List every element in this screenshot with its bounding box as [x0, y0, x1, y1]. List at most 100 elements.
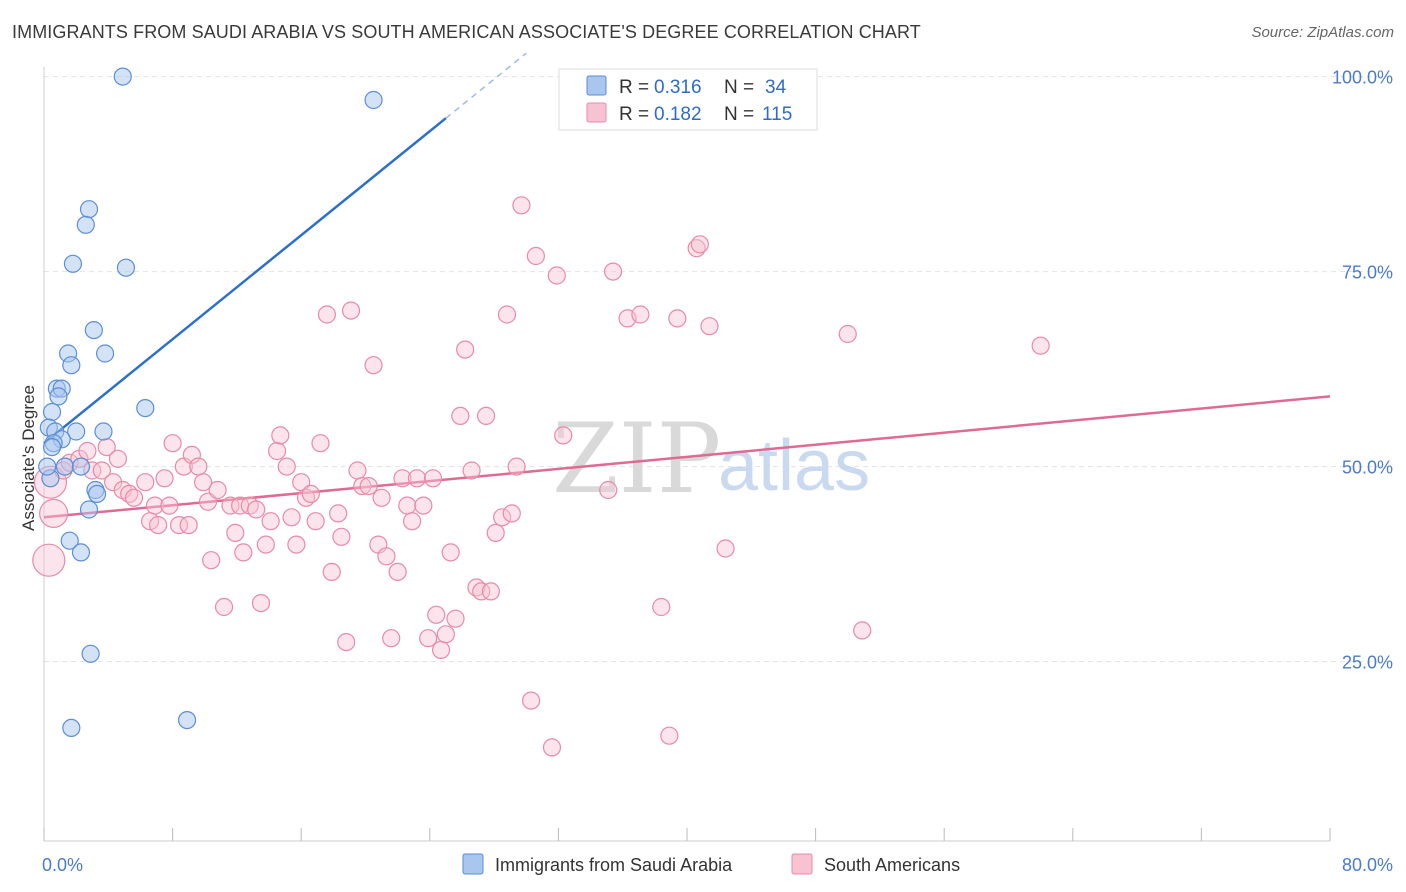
point-south-americans-50	[311, 434, 330, 453]
point-south-americans-20	[160, 496, 179, 515]
point-south-americans-101	[660, 726, 679, 745]
point-south-americans-29	[202, 551, 221, 570]
point-saudi-arabia-33	[42, 438, 62, 457]
point-south-americans-100	[652, 597, 671, 617]
point-south-americans-80	[462, 461, 481, 480]
point-south-americans-48	[301, 484, 320, 503]
point-saudi-arabia-1	[364, 90, 383, 110]
point-south-americans-77	[446, 609, 465, 628]
point-south-americans-86	[493, 508, 512, 527]
point-saudi-arabia-25	[79, 500, 99, 519]
point-saudi-arabia-27	[60, 531, 79, 550]
point-south-americans-54	[332, 527, 351, 546]
point-saudi-arabia-0	[113, 67, 132, 86]
point-south-americans-63	[377, 547, 396, 566]
point-south-americans-31	[214, 597, 234, 617]
watermark-atlas: atlas	[718, 426, 870, 506]
point-south-americans-27	[194, 473, 213, 492]
point-south-americans-55	[337, 632, 356, 652]
point-south-americans-107	[838, 324, 857, 344]
point-south-americans-45	[287, 535, 306, 554]
point-saudi-arabia-18	[94, 422, 113, 441]
y-tick-labels: 25.0% 50.0% 75.0% 100.0%	[1332, 68, 1393, 673]
point-south-americans-91	[521, 691, 541, 710]
series-legend-label-blue: Immigrants from Saudi Arabia	[495, 855, 733, 875]
point-south-americans-73	[427, 605, 446, 624]
point-south-americans-70	[414, 496, 433, 515]
legend-r-label-2: R =	[619, 104, 649, 125]
point-south-americans-78	[451, 406, 470, 425]
point-south-americans-106	[716, 539, 735, 558]
point-saudi-arabia-32	[38, 457, 57, 476]
y-tick-label-2: 75.0%	[1342, 263, 1393, 283]
point-south-americans-56	[341, 301, 361, 320]
point-south-americans-42	[271, 426, 290, 445]
legend-n-value-1: 34	[765, 77, 787, 98]
point-south-americans-49	[306, 512, 325, 531]
point-south-americans-67	[398, 496, 417, 515]
point-saudi-arabia-28	[71, 543, 91, 562]
point-south-americans-66	[393, 469, 412, 488]
point-south-americans-52	[322, 562, 341, 582]
y-tick-label-3: 100.0%	[1332, 68, 1393, 88]
series-legend-swatch-blue	[462, 853, 484, 875]
point-saudi-arabia-12	[49, 387, 68, 406]
point-south-americans-18	[149, 515, 168, 535]
point-saudi-arabia-3	[76, 215, 95, 234]
point-south-americans-25	[182, 445, 201, 464]
legend-r-value-1: 0.316	[654, 77, 702, 98]
point-south-americans-15	[136, 473, 155, 492]
point-south-americans-39	[256, 535, 275, 554]
point-south-americans-40	[261, 512, 280, 531]
south-americans-points	[32, 196, 1050, 757]
point-south-americans-8	[92, 461, 111, 480]
point-south-americans-43	[277, 457, 296, 476]
x-tick-label-0: 0.0%	[42, 855, 83, 875]
point-saudi-arabia-2	[79, 200, 99, 219]
point-south-americans-22	[169, 515, 189, 535]
point-south-americans-44	[282, 508, 301, 527]
legend-n-label-1: N =	[724, 77, 754, 98]
watermark-zip: ZIP	[552, 403, 721, 515]
point-south-americans-17	[145, 496, 165, 515]
series-legend-label-pink: South Americans	[824, 855, 960, 875]
point-south-americans-85	[486, 523, 505, 543]
point-south-americans-1	[39, 498, 69, 529]
point-south-americans-90	[512, 196, 531, 215]
legend-swatch-blue	[586, 75, 607, 96]
point-south-americans-57	[348, 461, 367, 480]
point-saudi-arabia-13	[136, 399, 155, 418]
point-south-americans-109	[1031, 336, 1050, 355]
y-tick-label-0: 25.0%	[1342, 653, 1393, 673]
stats-legend: R = 0.316 N = 34 R = 0.182 N = 115	[558, 68, 818, 131]
y-axis-label: Associate's Degree	[19, 385, 38, 531]
point-south-americans-69	[407, 469, 427, 488]
point-south-americans-75	[436, 625, 455, 644]
point-south-americans-2	[32, 543, 66, 577]
point-south-americans-53	[329, 504, 348, 523]
series-legend-swatch-pink	[791, 853, 813, 875]
point-south-americans-84	[481, 582, 500, 601]
x-tick-label-1: 80.0%	[1342, 855, 1393, 875]
point-south-americans-6	[78, 441, 97, 461]
point-south-americans-28	[198, 492, 218, 511]
point-south-americans-58	[353, 477, 372, 496]
point-south-americans-60	[364, 356, 383, 375]
point-south-americans-83	[476, 406, 496, 425]
gridlines	[44, 76, 1392, 663]
point-south-americans-71	[419, 629, 438, 648]
trend-line-saudi-arabia	[43, 117, 447, 445]
point-south-americans-10	[104, 473, 123, 492]
point-south-americans-88	[502, 504, 521, 523]
point-saudi-arabia-17	[67, 422, 86, 441]
point-saudi-arabia-30	[62, 718, 81, 738]
point-south-americans-14	[124, 488, 144, 507]
point-south-americans-68	[403, 512, 422, 531]
saudi-arabia-points	[38, 67, 383, 738]
point-south-americans-92	[526, 246, 545, 266]
point-south-americans-38	[251, 593, 271, 613]
point-saudi-arabia-31	[177, 710, 197, 730]
point-south-americans-33	[226, 523, 245, 543]
point-south-americans-82	[472, 582, 491, 601]
point-south-americans-32	[221, 496, 240, 515]
